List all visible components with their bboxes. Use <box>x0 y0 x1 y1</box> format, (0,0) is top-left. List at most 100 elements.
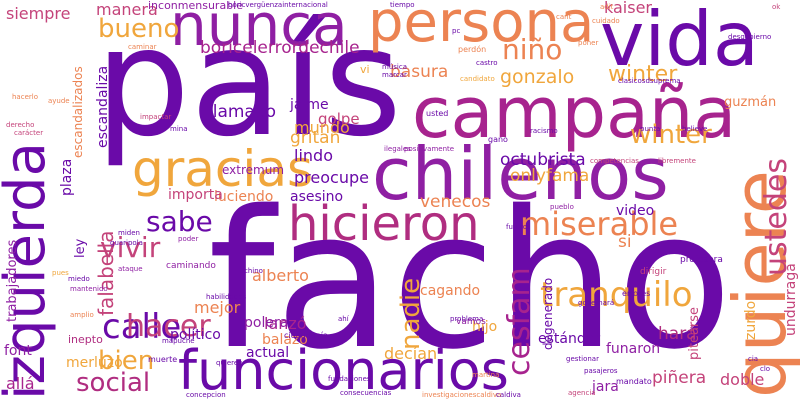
cloud-word: asesino <box>290 189 344 205</box>
cloud-word: consecuencias <box>340 389 392 397</box>
cloud-word: video <box>616 203 655 219</box>
cloud-word: actual <box>246 345 290 361</box>
cloud-word: vi <box>360 63 370 76</box>
cloud-word: cuidado <box>592 17 620 25</box>
cloud-word: jaime <box>290 97 329 113</box>
cloud-word: investigacionescaldiva <box>422 391 502 399</box>
cloud-word: niño <box>502 33 563 66</box>
cloud-word: guzmán <box>724 95 777 110</box>
cloud-word: mantenido <box>70 285 108 293</box>
cloud-word: funaron <box>606 341 661 357</box>
cloud-word: balazo <box>262 332 308 348</box>
cloud-word: manera <box>96 0 158 19</box>
cloud-word: gestionar <box>566 355 599 363</box>
cloud-word: música <box>382 63 407 71</box>
cloud-word: profesora <box>680 255 723 265</box>
cloud-word: chilenos <box>372 132 669 216</box>
cloud-word: hijo <box>472 319 498 335</box>
cloud-word: siempre <box>6 4 71 23</box>
cloud-word: martina <box>472 371 500 379</box>
cloud-word: pitearse <box>687 306 702 360</box>
cloud-word: ustedes <box>759 158 794 276</box>
cloud-word: octubrista <box>500 150 586 170</box>
cloud-word: allá <box>6 374 35 393</box>
cloud-word: zurdo <box>743 300 759 340</box>
cloud-word: hacerlo <box>12 93 38 101</box>
cloud-word: ok <box>772 3 781 11</box>
cloud-word: merluzo <box>66 355 123 371</box>
cloud-word: lindo <box>294 146 333 165</box>
cloud-word: agencia <box>568 389 596 397</box>
cloud-word: carácter <box>14 129 44 137</box>
cloud-word: facho <box>208 170 733 391</box>
cloud-word: clasicosdsuprema <box>618 77 681 85</box>
cloud-word: piñera <box>652 368 707 388</box>
cloud-word: importa <box>168 187 223 203</box>
cloud-word: sabe <box>146 205 213 238</box>
cloud-word: basura <box>390 62 449 82</box>
cloud-word: muerte <box>148 355 178 364</box>
cloud-word: mandato <box>616 377 652 386</box>
cloud-word: político <box>170 327 221 343</box>
cloud-word: winter <box>630 120 712 150</box>
cloud-word: mapuche <box>162 337 195 345</box>
cloud-word: punta <box>640 125 661 133</box>
cloud-word: pc <box>452 27 461 35</box>
cloud-word: alberto <box>252 266 309 285</box>
cloud-word: escandalizados <box>71 66 85 158</box>
cloud-word: perdón <box>458 45 487 54</box>
cloud-word: miden <box>118 229 140 237</box>
cloud-word: poder <box>178 235 199 243</box>
cloud-word: amplio <box>70 311 94 319</box>
cloud-word: ataque <box>118 265 143 273</box>
cloud-word: castro <box>476 59 498 67</box>
cloud-word: ayude <box>48 97 70 105</box>
cloud-word: mundo <box>294 118 350 137</box>
cloud-word: polera <box>244 315 289 331</box>
cloud-word: ciudadanía <box>284 331 328 340</box>
cloud-word: poner <box>578 39 599 47</box>
cloud-word: pasajeros <box>584 367 618 375</box>
cloud-word: boricvergüenzainternacional <box>228 1 328 9</box>
cloud-word: pueblo <box>550 203 574 211</box>
cloud-word: impactar <box>140 113 172 121</box>
cloud-word: futuro <box>506 223 528 231</box>
cloud-word: quieren <box>216 359 243 367</box>
cloud-word: competencias <box>590 157 639 165</box>
cloud-word: font <box>4 343 32 359</box>
cloud-word: undurraga <box>783 263 799 336</box>
cloud-word: preocupe <box>294 168 369 187</box>
cloud-word: calle <box>102 307 182 347</box>
cloud-word: persona <box>368 0 595 55</box>
cloud-word: gracias <box>132 140 314 198</box>
cloud-word: llamado <box>208 102 277 122</box>
cloud-word: vivir <box>100 231 161 264</box>
cloud-word: gobernará <box>578 299 615 307</box>
cloud-word: trabajadores <box>5 239 20 322</box>
cloud-word: fundaciones <box>328 375 371 383</box>
cloud-word: bueno <box>98 14 180 44</box>
cloud-word: libremente <box>658 157 696 165</box>
cloud-word: gano <box>488 135 508 144</box>
cloud-word: habilidades <box>206 293 247 301</box>
cloud-word: racismo <box>530 127 558 135</box>
cloud-word: tranquilo <box>540 275 693 315</box>
cloud-word: hacer <box>126 309 211 344</box>
cloud-word: luciendo <box>214 189 274 205</box>
cloud-word: winter <box>608 62 678 87</box>
cloud-word: jara <box>592 379 619 395</box>
cloud-word: errores <box>622 289 651 298</box>
cloud-word: lanzó <box>264 314 307 333</box>
cloud-word: problema <box>450 315 484 323</box>
cloud-word: cesfam <box>502 267 537 376</box>
cloud-word: venecos <box>420 192 491 212</box>
cloud-word: usted <box>426 109 449 118</box>
cloud-word: gonzalo <box>500 66 575 88</box>
cloud-word: kaiser <box>604 0 652 17</box>
cloud-word: si <box>618 232 632 252</box>
cloud-word: derecho <box>6 121 35 129</box>
cloud-word: nunca <box>170 0 348 59</box>
cloud-word: hicieron <box>288 196 480 252</box>
cloud-word: hará <box>658 324 697 344</box>
cloud-word: positivamente <box>404 145 455 153</box>
